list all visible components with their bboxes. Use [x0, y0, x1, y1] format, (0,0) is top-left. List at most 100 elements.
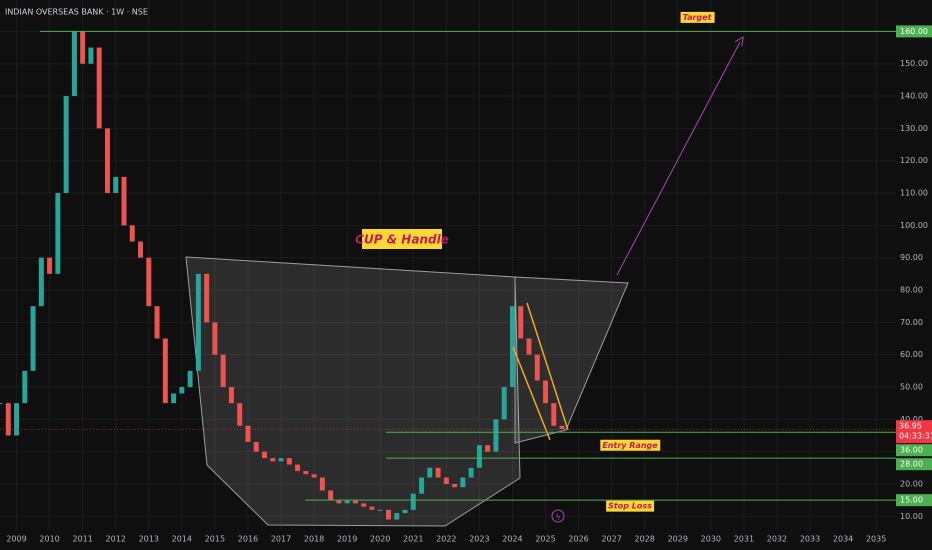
levels: Target Entry Range Stop Loss: [0, 11, 896, 512]
candle: [518, 306, 524, 339]
candle: [104, 128, 110, 194]
candle: [179, 386, 185, 394]
y-tick-label: 60.00: [900, 350, 923, 359]
level-label: 36.00: [900, 446, 923, 455]
candle: [162, 338, 168, 404]
y-tick-label: 90.00: [900, 253, 923, 262]
candle: [129, 225, 135, 242]
y-tick-label: 150.00: [900, 59, 928, 68]
y-tick-label: 130.00: [900, 124, 928, 133]
candle: [493, 419, 499, 452]
candle: [30, 306, 36, 371]
candle: [319, 477, 325, 491]
candle: [237, 403, 243, 426]
candle: [386, 509, 391, 520]
candle: [146, 257, 152, 307]
candle: [278, 458, 284, 462]
candle: [501, 386, 507, 420]
x-tick-label: 2009: [6, 535, 26, 544]
x-tick-label: 2029: [668, 535, 688, 544]
candle: [0, 403, 3, 405]
candle: [253, 441, 259, 452]
level-name-box: [600, 439, 661, 451]
candle: [204, 273, 210, 323]
candle: [22, 370, 28, 404]
event-icon-glyph: ϟ: [555, 513, 560, 522]
candle: [435, 467, 441, 478]
candle: [80, 31, 86, 64]
x-tick-label: 2023: [469, 535, 489, 544]
y-tick-label: 80.00: [900, 286, 923, 295]
candle: [220, 354, 226, 387]
candle: [286, 458, 292, 465]
chart-title: INDIAN OVERSEAS BANK · 1W · NSE: [5, 8, 148, 17]
candle: [394, 513, 400, 520]
x-tick-label: 2014: [172, 535, 192, 544]
candle: [452, 483, 458, 488]
candle: [295, 464, 301, 472]
candle: [262, 451, 267, 459]
channel-line: [526, 302, 569, 431]
x-tick-label: 2034: [833, 535, 853, 544]
candle: [468, 467, 474, 478]
candle: [410, 493, 416, 510]
candle: [5, 403, 11, 436]
axis: 10.0020.0030.0040.0050.0060.0070.0080.00…: [896, 25, 932, 521]
candle: [509, 306, 515, 387]
x-tick-label: 2021: [403, 535, 423, 544]
candle: [121, 176, 127, 226]
x-tick-label: 2010: [39, 535, 59, 544]
candle: [270, 458, 276, 462]
candle: [311, 474, 317, 478]
x-tick-label: 2012: [106, 535, 126, 544]
candle: [71, 31, 77, 97]
candle: [88, 47, 94, 64]
candle: [154, 306, 160, 339]
x-tick-label: 2017: [271, 535, 291, 544]
arrow-head: [734, 36, 744, 47]
candle: [38, 257, 44, 307]
current-price-label: 36.95: [899, 422, 922, 431]
candle: [369, 506, 375, 510]
level-name-box: [680, 11, 715, 23]
x-tick-label: 2020: [370, 535, 390, 544]
y-tick-label: 10.00: [900, 512, 923, 521]
candle: [113, 176, 119, 194]
level-name-box: [606, 500, 655, 512]
x-tick-label: 2022: [436, 535, 456, 544]
candle: [402, 509, 408, 514]
x-tick-label: 2031: [734, 535, 754, 544]
level-label-box: [896, 25, 932, 38]
y-tick-label: 140.00: [900, 92, 928, 101]
x-tick-label: 2011: [72, 535, 92, 544]
x-tick-label: 2027: [601, 535, 621, 544]
candle: [14, 403, 20, 436]
candle: [303, 471, 309, 475]
level-name: Target: [683, 13, 713, 22]
level-label: 160.00: [900, 27, 928, 36]
candle: [377, 509, 383, 511]
candle: [427, 467, 433, 478]
candle: [63, 96, 69, 194]
x-tick-label: 2033: [800, 535, 820, 544]
candle: [419, 477, 425, 494]
candle: [460, 477, 466, 488]
candle: [228, 386, 234, 404]
projection-arrow: [616, 41, 741, 276]
candle: [245, 425, 251, 442]
candle: [543, 380, 549, 404]
candle: [559, 425, 565, 430]
level-label-box: [896, 444, 932, 457]
x-tick-label: 2013: [139, 535, 159, 544]
candle: [476, 445, 482, 468]
x-tick-label: 2025: [535, 535, 555, 544]
annotation-box: [362, 229, 442, 249]
candle: [361, 503, 367, 507]
y-tick-label: 20.00: [900, 479, 923, 488]
y-tick-label: 70.00: [900, 318, 923, 327]
candle: [171, 393, 177, 404]
candle: [47, 257, 53, 274]
candle: [534, 354, 540, 381]
x-tick-label: 2016: [238, 535, 258, 544]
